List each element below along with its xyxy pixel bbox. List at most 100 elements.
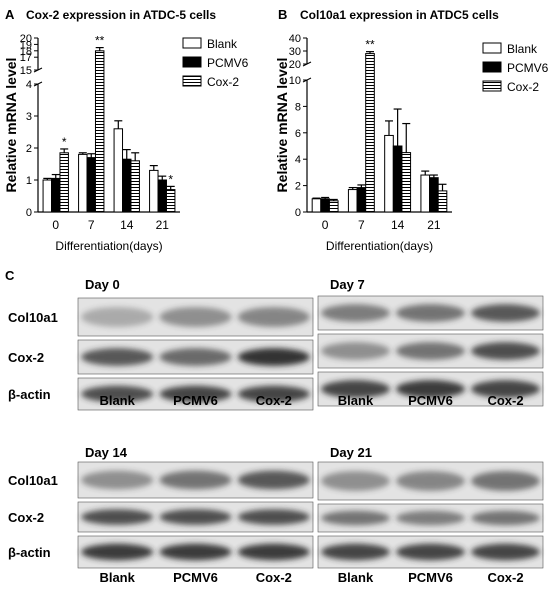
x-tick-label: 14 (391, 218, 405, 232)
bar (113, 128, 124, 213)
protein-band (237, 385, 310, 403)
protein-band (81, 385, 154, 403)
bar (59, 152, 69, 213)
bar (157, 179, 167, 213)
bar (437, 190, 448, 213)
blot-lane-label: Blank (99, 393, 135, 408)
significance-mark: * (62, 135, 67, 149)
legend-swatch (482, 61, 502, 73)
blot-row-label: β-actin (8, 387, 51, 402)
protein-band (237, 543, 310, 561)
bar (86, 157, 96, 213)
legend-label: Blank (207, 37, 238, 51)
significance-mark: ** (95, 34, 105, 48)
legend-label: PCMV6 (507, 61, 549, 75)
protein-band (237, 470, 310, 490)
protein-band (396, 380, 465, 398)
protein-band (471, 304, 540, 322)
protein-band (81, 543, 154, 561)
y-tick-label: 4 (26, 79, 32, 91)
blot-lane-label: Blank (99, 570, 135, 585)
x-tick-label: 0 (322, 218, 329, 232)
bar (420, 174, 431, 213)
protein-band (321, 380, 390, 398)
bar (328, 200, 339, 213)
protein-band (396, 543, 465, 561)
y-tick-label: 40 (289, 33, 301, 45)
legend-swatch (182, 56, 202, 68)
bar (42, 179, 53, 213)
bar (311, 198, 322, 213)
bar (356, 187, 367, 213)
blot-row-label: β-actin (8, 545, 51, 560)
bar (78, 153, 88, 213)
bar (392, 145, 403, 213)
y-tick-label: 4 (295, 154, 301, 166)
blot-row-label: Col10a1 (8, 473, 58, 488)
x-tick-label: 7 (88, 218, 95, 232)
protein-band (471, 510, 540, 526)
blot-lane-label: Blank (338, 570, 374, 585)
protein-band (321, 543, 390, 561)
chart-panel-B: B Col10a1 expression in ATDC5 cells 0 2 4 6 8 1… (274, 7, 549, 253)
chart-title: Cox-2 expression in ATDC-5 cells (26, 8, 216, 22)
bar (401, 152, 412, 213)
protein-band (159, 509, 232, 525)
bar (51, 177, 61, 213)
blot-lane-label: Cox-2 (256, 393, 292, 408)
y-tick-label: 1 (26, 175, 32, 187)
protein-band (81, 307, 154, 327)
chart-title: Col10a1 expression in ATDC5 cells (300, 8, 499, 22)
protein-band (237, 348, 310, 366)
blot-lane-label: PCMV6 (173, 393, 218, 408)
protein-band (396, 510, 465, 526)
panel-label: C (5, 268, 15, 283)
legend-label: Cox-2 (507, 80, 539, 94)
bar (165, 189, 176, 213)
y-tick-label: 10 (289, 75, 301, 87)
bar (429, 177, 439, 213)
bar (149, 169, 159, 213)
y-tick-label: 17 (20, 52, 32, 64)
y-tick-label: 19 (20, 39, 32, 51)
bar (347, 189, 358, 213)
blot-lane-label: PCMV6 (408, 393, 453, 408)
x-tick-label: 21 (156, 218, 170, 232)
bar (94, 50, 105, 213)
legend-label: Cox-2 (207, 75, 239, 89)
y-tick-label: 0 (26, 207, 32, 219)
protein-band (237, 509, 310, 525)
bar (122, 158, 132, 213)
x-tick-label: 21 (427, 218, 441, 232)
protein-band (321, 304, 390, 322)
bar (365, 53, 375, 213)
protein-band (471, 342, 540, 360)
protein-band (159, 385, 232, 403)
blot-row-label: Col10a1 (8, 310, 58, 325)
y-tick-label: 3 (26, 111, 32, 123)
x-tick-label: 14 (120, 218, 134, 232)
protein-band (159, 348, 232, 366)
protein-band (471, 543, 540, 561)
blot-title: Day 21 (330, 445, 372, 460)
protein-band (396, 471, 465, 491)
x-tick-label: 7 (358, 218, 365, 232)
blot-title: Day 0 (85, 277, 120, 292)
protein-band (471, 380, 540, 398)
protein-band (81, 348, 154, 366)
significance-mark: * (168, 172, 173, 186)
y-tick-label: 8 (295, 101, 301, 113)
protein-band (321, 510, 390, 526)
blot-title: Day 14 (85, 445, 128, 460)
panel-label: B (278, 7, 287, 22)
protein-band (81, 509, 154, 525)
protein-band (159, 470, 232, 490)
blot-day-7: Day 7 Blank PCMV6 Cox-2 (317, 277, 544, 408)
y-tick-label: 20 (289, 59, 301, 71)
blot-lane-label: Blank (338, 393, 374, 408)
blot-lane-label: Cox-2 (487, 393, 523, 408)
legend-swatch (482, 80, 502, 92)
y-tick-label: 0 (295, 207, 301, 219)
